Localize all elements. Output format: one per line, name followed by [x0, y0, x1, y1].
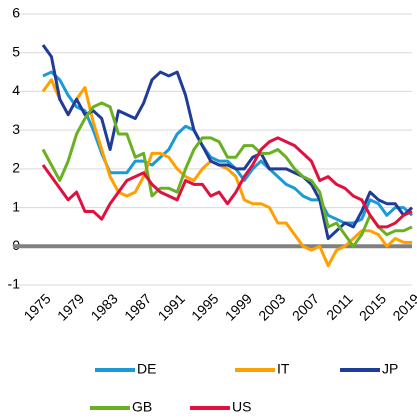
y-tick-label: 4: [12, 82, 20, 98]
series-line: [41, 78, 412, 268]
x-tick-label: 1995: [188, 290, 221, 323]
legend-label: JP: [382, 361, 398, 377]
x-tick-label: 1991: [155, 290, 188, 323]
x-tick-label: 1975: [20, 290, 53, 323]
x-tick-label: 2015: [356, 290, 389, 323]
x-tick-label: 1979: [54, 290, 87, 323]
series-line: [41, 136, 413, 229]
y-tick-label: -1: [8, 276, 21, 292]
y-tick-label: 2: [12, 160, 20, 176]
y-tick-label: 3: [12, 121, 20, 137]
x-tick-label: 1983: [87, 290, 120, 323]
legend-label: IT: [277, 361, 290, 377]
legend-label: GB: [132, 399, 152, 415]
y-tick-label: 6: [12, 5, 20, 21]
legend-label: US: [232, 399, 251, 415]
x-tick-label: 1999: [222, 290, 255, 323]
legend-label: DE: [137, 361, 156, 377]
series-line: [41, 44, 414, 241]
x-tick-label: 2007: [289, 290, 322, 323]
series-line: [41, 101, 413, 248]
x-tick-label: 2011: [323, 290, 356, 323]
series-line: [42, 70, 414, 225]
x-tick-label: 2019: [389, 290, 417, 323]
y-tick-label: 5: [12, 43, 20, 59]
x-tick-label: 1987: [121, 290, 154, 323]
y-tick-label: 1: [12, 198, 20, 214]
x-tick-label: 2003: [255, 290, 288, 323]
